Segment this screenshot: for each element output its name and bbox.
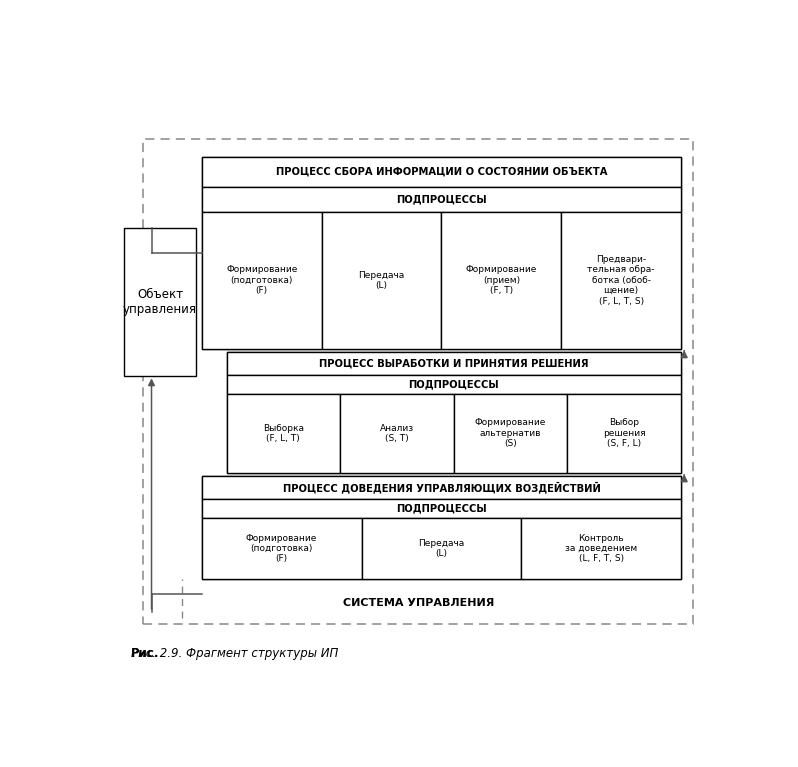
Text: Формирование
(прием)
(F, T): Формирование (прием) (F, T) — [466, 265, 537, 295]
Text: Рис. 2.9. Фрагмент структуры ИП: Рис. 2.9. Фрагмент структуры ИП — [131, 647, 338, 660]
Text: Формирование
альтернатив
(S): Формирование альтернатив (S) — [475, 419, 547, 448]
Text: Формирование
(подготовка)
(F): Формирование (подготовка) (F) — [246, 534, 318, 564]
Text: СИСТЕМА УПРАВЛЕНИЯ: СИСТЕМА УПРАВЛЕНИЯ — [342, 598, 494, 608]
Bar — [227, 352, 681, 473]
Bar — [567, 393, 681, 473]
Bar — [340, 393, 454, 473]
Bar — [143, 140, 693, 624]
Bar — [202, 157, 681, 349]
Text: ПОДПРОЦЕССЫ: ПОДПРОЦЕССЫ — [409, 380, 499, 390]
Text: Формирование
(подготовка)
(F): Формирование (подготовка) (F) — [226, 265, 298, 295]
Bar — [124, 228, 196, 376]
Bar — [521, 518, 681, 579]
Bar — [561, 212, 681, 349]
Bar — [202, 476, 681, 579]
Text: ПОДПРОЦЕССЫ: ПОДПРОЦЕССЫ — [396, 194, 487, 204]
Bar — [227, 352, 681, 375]
Text: ПОДПРОЦЕССЫ: ПОДПРОЦЕССЫ — [396, 503, 487, 513]
Bar — [202, 212, 322, 349]
Text: Выбор
решения
(S, F, L): Выбор решения (S, F, L) — [603, 419, 646, 448]
Text: ПРОЦЕСС ДОВЕДЕНИЯ УПРАВЛЯЮЩИХ ВОЗДЕЙСТВИЙ: ПРОЦЕСС ДОВЕДЕНИЯ УПРАВЛЯЮЩИХ ВОЗДЕЙСТВИ… — [282, 482, 600, 493]
Bar — [361, 518, 521, 579]
Bar — [322, 212, 441, 349]
Bar — [454, 393, 567, 473]
Text: Передача
(L): Передача (L) — [418, 539, 464, 558]
Text: Выборка
(F, L, T): Выборка (F, L, T) — [263, 423, 304, 443]
Bar — [441, 212, 561, 349]
Text: Объект
управления: Объект управления — [123, 288, 197, 316]
Bar — [202, 157, 681, 186]
Bar — [227, 393, 340, 473]
Text: ПРОЦЕСС СБОРА ИНФОРМАЦИИ О СОСТОЯНИИ ОБЪЕКТА: ПРОЦЕСС СБОРА ИНФОРМАЦИИ О СОСТОЯНИИ ОБЪ… — [275, 167, 607, 177]
Bar — [202, 186, 681, 212]
Text: Предвари-
тельная обра-
ботка (обоб-
щение)
(F, L, T, S): Предвари- тельная обра- ботка (обоб- щен… — [587, 255, 655, 305]
Bar — [202, 518, 361, 579]
Text: Анализ
(S, T): Анализ (S, T) — [380, 423, 414, 443]
Bar — [227, 375, 681, 393]
Text: Контроль
за доведением
(L, F, T, S): Контроль за доведением (L, F, T, S) — [565, 534, 638, 564]
Bar — [202, 499, 681, 518]
Text: ПРОЦЕСС ВЫРАБОТКИ И ПРИНЯТИЯ РЕШЕНИЯ: ПРОЦЕСС ВЫРАБОТКИ И ПРИНЯТИЯ РЕШЕНИЯ — [319, 358, 589, 368]
Text: Передача
(L): Передача (L) — [358, 271, 405, 290]
Text: Рис.: Рис. — [131, 647, 159, 660]
Bar — [202, 476, 681, 499]
